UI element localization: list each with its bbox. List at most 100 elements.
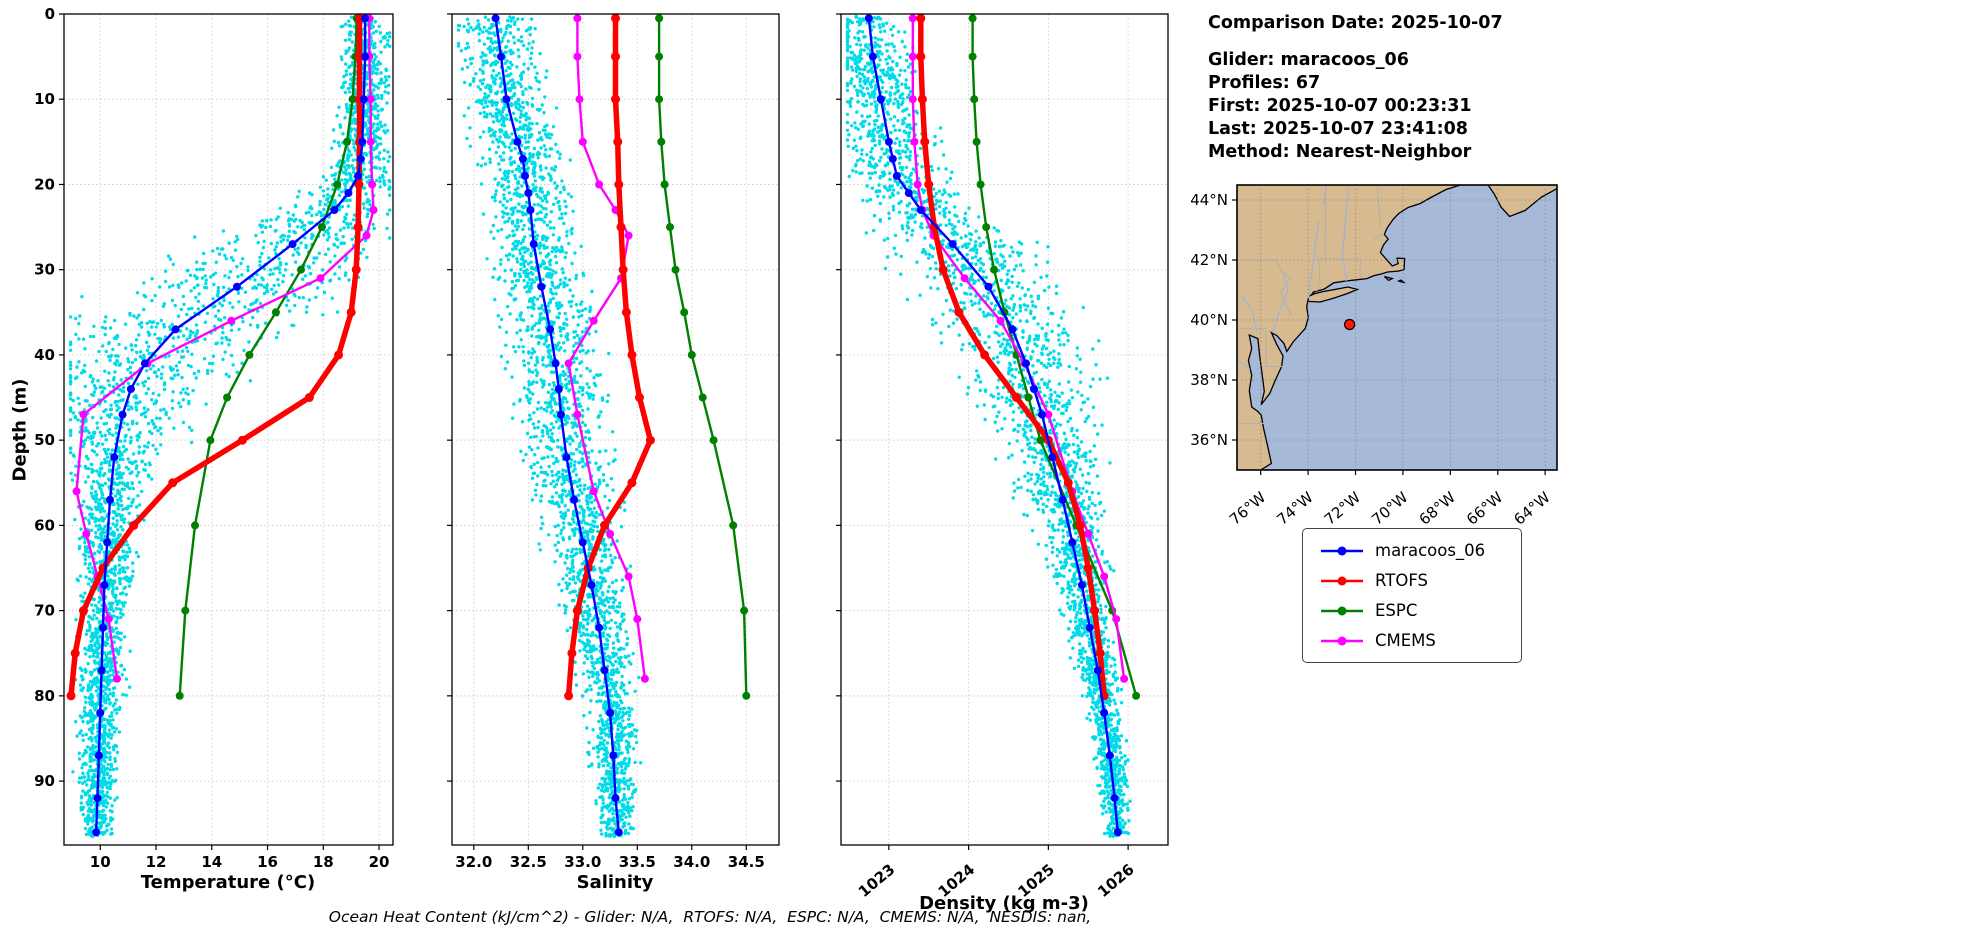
depth-tick-label: 60 [34,516,55,534]
first-profile-text: First: 2025-10-07 00:23:31 [1208,96,1472,116]
latitude-tick-label: 40°N [1190,311,1228,329]
x-tick-label: 10 [90,853,111,871]
info-spacer [1208,35,1503,49]
legend-line-marker-icon [1321,546,1363,555]
rtofs-markers [66,14,364,701]
comparison-date-text: Comparison Date: 2025-10-07 [1208,13,1503,33]
latitude-tick-label: 42°N [1190,251,1228,269]
salinity-panel: 32.0 32.5 33.0 33.5 34.0 34.5 [447,13,780,871]
salinity-axis-label: Salinity [576,872,654,893]
river-line [1341,187,1349,282]
state-border [1318,258,1361,260]
density-panel: 1023 1024 1025 1026 [836,13,1169,901]
depth-tick-label: 80 [34,687,55,705]
espc-line [657,18,748,696]
depth-tick-label: 70 [34,602,55,620]
depth-tick-label: 20 [34,175,55,193]
profiles-count-text: Profiles: 67 [1208,73,1321,93]
espc-markers [175,14,361,700]
legend-item-maracoos_06: maracoos_06 [1319,541,1505,560]
legend-item-cmems: CMEMS [1319,631,1505,650]
longitude-tick-label: 76°W [1226,488,1269,529]
legend-label: CMEMS [1375,631,1436,650]
depth-tick-label: 40 [34,346,55,364]
land-area [1383,275,1395,282]
x-tick-label: 20 [369,853,390,871]
legend-item-rtofs: RTOFS [1319,571,1505,590]
river-line [1237,358,1251,370]
river-line [1241,295,1258,333]
land-area [1487,185,1557,218]
maracoos_06-markers [491,14,623,837]
depth-tick-label: 50 [34,431,55,449]
legend: maracoos_06 RTOFS ESPC CMEMS [1302,528,1522,663]
maracoos_06-line [94,18,367,833]
legend-line-marker-icon [1321,606,1363,615]
longitude-tick-label: 64°W [1510,488,1553,529]
river-line [1272,271,1289,333]
latitude-tick-label: 38°N [1190,371,1228,389]
cmems-line [75,18,375,679]
legend-label: RTOFS [1375,571,1429,590]
maracoos_06-markers [864,14,1122,837]
latitude-tick-label: 36°N [1190,431,1228,449]
espc-markers [655,14,751,700]
longitude-tick-label: 70°W [1368,488,1411,529]
lake-area [1322,185,1328,205]
state-border [1315,258,1321,292]
depth-tick-label: 30 [34,261,55,279]
longitude-tick-label: 66°W [1463,488,1506,529]
method-text: Method: Nearest-Neighbor [1208,142,1472,162]
density-axis-label: Density (kg m-3) [919,893,1089,914]
state-border [1376,185,1381,228]
depth-tick-label: 10 [34,90,55,108]
map-frame [1236,184,1558,471]
latitude-tick-label: 44°N [1190,191,1228,209]
longitude-tick-label: 74°W [1273,488,1316,529]
cmems-line [911,18,1126,679]
x-tick-label: 12 [146,853,167,871]
temperature-axis-label: Temperature (°C) [140,872,316,893]
x-tick-label: 1026 [1094,860,1138,901]
x-tick-label: 32.5 [510,853,547,871]
depth-tick-label: 0 [45,5,55,23]
state-border [1324,185,1327,259]
maracoos_06-markers [92,14,370,837]
land-area [1306,286,1360,303]
cmems-line [567,18,647,679]
espc-line [971,18,1138,697]
depth-tick-label: 90 [34,772,55,790]
state-border [1373,233,1384,240]
ohc-caption: Ocean Heat Content (kJ/cm^2) - Glider: N… [328,908,1092,926]
glider-track-map: 76°W 74°W 72°W 70°W 68°W 66°W 64°W 36°N 38°N 40°N… [1190,184,1558,529]
x-tick-label: 32.0 [455,853,492,871]
rtofs-markers [564,14,655,701]
x-tick-label: 33.5 [619,853,656,871]
x-tick-label: 18 [313,853,334,871]
longitude-tick-label: 68°W [1416,488,1459,529]
info-block: Comparison Date: 2025-10-07 Glider: mara… [1208,12,1503,164]
temperature-panel: 10 12 14 16 18 20 0 10 20 30 40 50 60 70 80 90 [34,5,394,871]
cmems-markers [564,14,649,683]
glider-name-text: Glider: maracoos_06 [1208,50,1409,70]
legend-label: ESPC [1375,601,1418,620]
legend-item-espc: ESPC [1319,601,1505,620]
x-tick-label: 34.5 [728,853,765,871]
maracoos_06-line [867,18,1119,833]
glider-position-marker [1343,318,1356,331]
depth-axis-label: Depth (m) [9,378,31,482]
x-tick-label: 1023 [855,860,899,901]
x-tick-label: 33.0 [564,853,601,871]
legend-label: maracoos_06 [1375,541,1486,560]
x-tick-label: 14 [201,853,222,871]
last-profile-text: Last: 2025-10-07 23:41:08 [1208,119,1468,139]
glider-scatter-points [845,14,1132,838]
glider-scatter-points [68,14,392,839]
legend-line-marker-icon [1321,576,1363,585]
cmems-markers [72,14,378,683]
rtofs-markers [916,14,1109,701]
espc-line [178,18,358,696]
longitude-tick-label: 72°W [1321,488,1364,529]
